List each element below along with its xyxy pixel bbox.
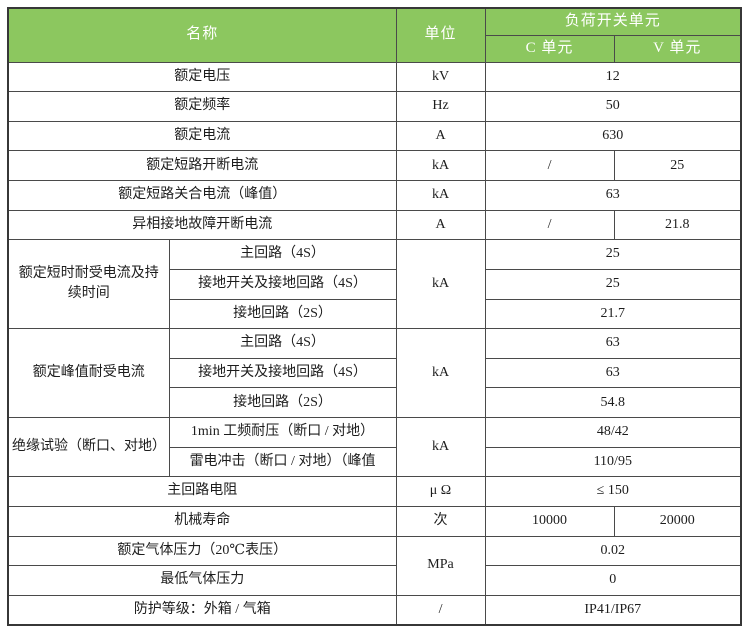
table-row: 主回路电阻 μ Ω ≤ 150 <box>7 476 742 507</box>
table-row: 额定短路开断电流 kA / 25 <box>7 150 742 181</box>
table-row: 额定短时耐受电流及持续时间 主回路（4S） kA 25 <box>7 239 742 330</box>
table-row: 额定短路关合电流（峰值） kA 63 <box>7 180 742 211</box>
table-row: 额定电压 kV 12 <box>7 61 742 93</box>
cell-value: 630 <box>484 120 742 152</box>
cell-value-c: 10000 <box>484 505 615 537</box>
cell-value: 63 <box>484 328 742 359</box>
cell-name: 额定短路开断电流 <box>7 150 397 181</box>
cell-value: 54.8 <box>484 387 742 418</box>
cell-category: 绝缘试验（断口、对地） <box>7 416 170 478</box>
cell-value-c: / <box>484 150 615 181</box>
cell-subitem: 主回路（4S） <box>168 328 397 359</box>
cell-name: 额定短路关合电流（峰值） <box>7 180 397 211</box>
table-row: 最低气体压力 0 <box>7 565 742 596</box>
cell-unit: kA <box>395 416 486 478</box>
cell-subitem: 1min 工频耐压（断口 / 对地） <box>168 417 397 448</box>
cell-value: 63 <box>484 180 742 211</box>
cell-value-v: 20000 <box>613 505 742 537</box>
cell-value: 50 <box>484 91 742 122</box>
table-row: 防护等级：外箱 / 气箱 / IP41/IP67 <box>7 594 742 626</box>
cell-name: 额定电流 <box>7 120 397 152</box>
cell-value: 12 <box>484 61 742 93</box>
cell-unit: kV <box>395 61 486 93</box>
table-row: 接地开关及接地回路（4S） 25 <box>8 268 742 300</box>
header-col-c: C 单元 <box>484 34 615 63</box>
header-row-2: C 单元 V 单元 <box>8 34 742 63</box>
cell-subitem: 接地回路（2S） <box>168 387 397 418</box>
cell-value: 25 <box>484 239 742 270</box>
header-group: 负荷开关单元 <box>484 7 742 36</box>
cell-name: 异相接地故障开断电流 <box>7 209 397 241</box>
table-row: 额定峰值耐受电流 主回路（4S） kA 63 <box>7 328 742 418</box>
cell-subitem: 主回路（4S） <box>168 239 397 270</box>
table-row: 额定气体压力（20℃表压） MPa 0.02 <box>7 535 742 596</box>
header-name: 名称 <box>7 7 397 63</box>
cell-unit: A <box>395 209 486 241</box>
table-row: 接地回路（2S） 54.8 <box>8 387 742 418</box>
cell-unit: kA <box>395 328 486 418</box>
cell-name: 额定电压 <box>7 61 397 93</box>
table-row: 额定频率 Hz 50 <box>7 91 742 122</box>
cell-value: 21.7 <box>484 298 742 330</box>
table-row: 雷电冲击（断口 / 对地）（峰值 110/95 <box>8 446 742 478</box>
table-row: 额定电流 A 630 <box>7 120 742 152</box>
cell-category: 额定短时耐受电流及持续时间 <box>7 239 170 330</box>
cell-value-v: 25 <box>613 150 742 181</box>
cell-value: 110/95 <box>484 446 742 478</box>
cell-unit: / <box>395 594 486 626</box>
cell-unit: kA <box>395 150 486 181</box>
cell-name: 主回路电阻 <box>7 476 397 507</box>
cell-unit: Hz <box>395 91 486 122</box>
cell-unit: kA <box>395 180 486 211</box>
cell-unit: 次 <box>395 505 486 537</box>
load-break-switch-spec-table: 名称 单位 负荷开关单元 C 单元 V 单元 额定电压 kV 12 额定频率 H… <box>7 7 743 626</box>
cell-unit: MPa <box>395 535 486 596</box>
cell-category: 额定峰值耐受电流 <box>7 328 170 418</box>
cell-value-c: / <box>484 209 615 241</box>
cell-value: 48/42 <box>484 417 742 448</box>
header-col-v: V 单元 <box>613 34 742 63</box>
cell-unit: μ Ω <box>395 476 486 507</box>
table-row: 异相接地故障开断电流 A / 21.8 <box>7 209 742 241</box>
header-unit: 单位 <box>395 7 486 63</box>
cell-value: 0 <box>484 565 742 596</box>
cell-unit: A <box>395 120 486 152</box>
cell-subitem: 接地回路（2S） <box>168 298 397 330</box>
cell-subitem: 雷电冲击（断口 / 对地）（峰值 <box>168 446 397 478</box>
cell-subitem: 接地开关及接地回路（4S） <box>168 357 397 389</box>
table-row: 接地回路（2S） 21.7 <box>8 298 742 330</box>
cell-value: 63 <box>484 357 742 389</box>
cell-name: 额定频率 <box>7 91 397 122</box>
cell-value: ≤ 150 <box>484 476 742 507</box>
cell-value: 25 <box>484 268 742 300</box>
cell-value: 0.02 <box>484 535 742 567</box>
cell-name: 机械寿命 <box>7 505 397 537</box>
cell-name: 最低气体压力 <box>7 565 397 596</box>
cell-subitem: 接地开关及接地回路（4S） <box>168 268 397 300</box>
table-row: 接地开关及接地回路（4S） 63 <box>8 357 742 389</box>
table-row: 绝缘试验（断口、对地） 1min 工频耐压（断口 / 对地） kA 48/42 <box>7 416 742 478</box>
table-row: 机械寿命 次 10000 20000 <box>7 505 742 537</box>
cell-name: 额定气体压力（20℃表压） <box>7 535 397 567</box>
cell-value-v: 21.8 <box>613 209 742 241</box>
cell-name: 防护等级：外箱 / 气箱 <box>7 594 397 626</box>
cell-value: IP41/IP67 <box>484 594 742 626</box>
cell-unit: kA <box>395 239 486 330</box>
header-row-1: 名称 单位 负荷开关单元 <box>7 7 742 63</box>
